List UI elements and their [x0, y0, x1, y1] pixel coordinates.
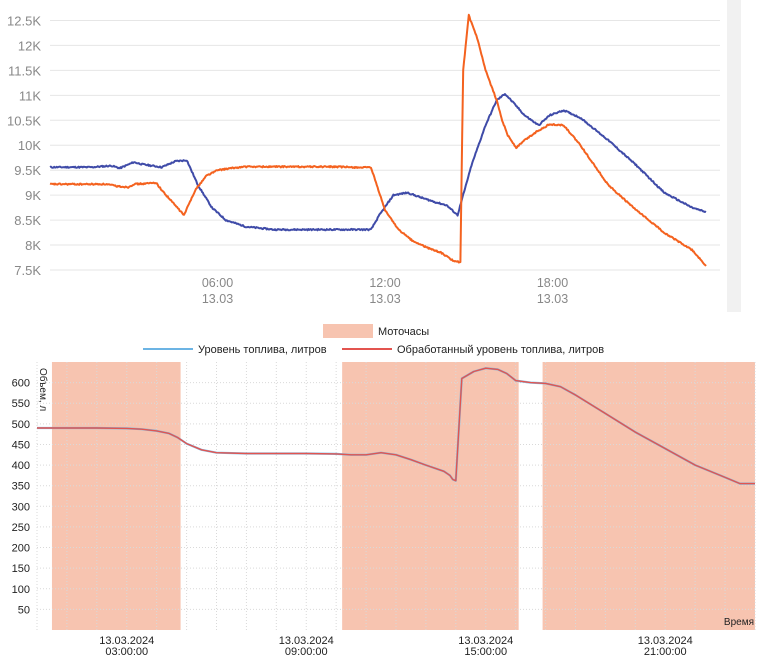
x-tick-date: 13.03.2024 [458, 635, 513, 647]
y-axis-label: Объем, л [37, 368, 49, 411]
x-tick-time: 06:00 [202, 276, 233, 290]
x-tick-date: 13.03 [369, 292, 400, 306]
x-tick-date: 13.03.2024 [99, 635, 154, 647]
legend-label-processed-fuel-level: Обработанный уровень топлива, литров [397, 344, 604, 356]
x-axis-label: Время [724, 617, 754, 628]
scrollbar[interactable] [727, 0, 741, 312]
engine-hours-band [542, 362, 755, 630]
legend-label-engine-hours: Моточасы [378, 326, 429, 338]
x-tick-time: 09:00:00 [285, 646, 328, 658]
y-tick-label: 500 [12, 419, 30, 431]
y-tick-label: 10.5K [7, 113, 41, 128]
y-tick-label: 12K [18, 38, 41, 53]
y-tick-label: 12.5K [7, 13, 41, 28]
legend-label-fuel-level: Уровень топлива, литров [198, 344, 327, 356]
y-tick-label: 450 [12, 439, 30, 451]
y-tick-label: 600 [12, 378, 30, 390]
y-tick-label: 10K [18, 138, 41, 153]
x-tick-time: 18:00 [537, 276, 568, 290]
y-tick-label: 350 [12, 481, 30, 493]
y-tick-label: 250 [12, 522, 30, 534]
fuel-level-chart: Моточасы Уровень топлива, литров Обработан… [12, 324, 756, 658]
x-tick-date: 13.03 [537, 292, 568, 306]
series-line-0 [49, 93, 707, 232]
legend-swatch-engine-hours [323, 324, 373, 338]
y-tick-label: 150 [12, 563, 30, 575]
y-tick-label: 50 [18, 604, 30, 616]
y-tick-label: 550 [12, 398, 30, 410]
engine-hours-band [51, 362, 181, 630]
y-tick-label: 100 [12, 584, 30, 596]
x-tick-date: 13.03.2024 [638, 635, 693, 647]
series-line-1 [49, 13, 707, 267]
x-tick-time: 21:00:00 [644, 646, 687, 658]
fuel-sensor-chart: 7.5K 8K 8.5K 9K 9.5K 10K 10.5K 11K 11.5K 12K 12.5K… [7, 13, 720, 306]
y-tick-label: 9.5K [14, 163, 41, 178]
x-tick-date: 13.03.2024 [279, 635, 334, 647]
y-tick-label: 9K [25, 188, 41, 203]
series-line-1 [37, 367, 755, 485]
y-tick-label: 7.5K [14, 263, 41, 278]
y-tick-label: 11K [19, 88, 41, 103]
x-tick-date: 13.03 [202, 292, 233, 306]
x-tick-time: 15:00:00 [464, 646, 507, 658]
engine-hours-band [342, 362, 519, 630]
x-tick-time: 03:00:00 [105, 646, 148, 658]
y-tick-label: 300 [12, 501, 30, 513]
y-tick-label: 8K [25, 238, 41, 253]
x-tick-time: 12:00 [369, 276, 400, 290]
y-tick-label: 8.5K [14, 213, 41, 228]
y-tick-label: 400 [12, 460, 30, 472]
y-tick-label: 200 [12, 543, 30, 555]
y-tick-label: 11.5K [8, 63, 41, 78]
